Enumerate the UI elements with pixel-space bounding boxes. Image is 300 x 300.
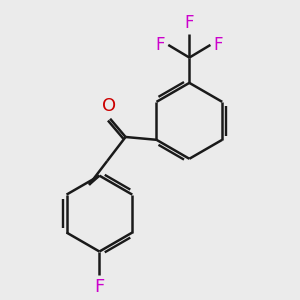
Text: F: F bbox=[184, 14, 194, 32]
Text: F: F bbox=[94, 278, 104, 296]
Text: O: O bbox=[102, 97, 116, 115]
Text: F: F bbox=[155, 36, 165, 54]
Text: F: F bbox=[214, 36, 223, 54]
